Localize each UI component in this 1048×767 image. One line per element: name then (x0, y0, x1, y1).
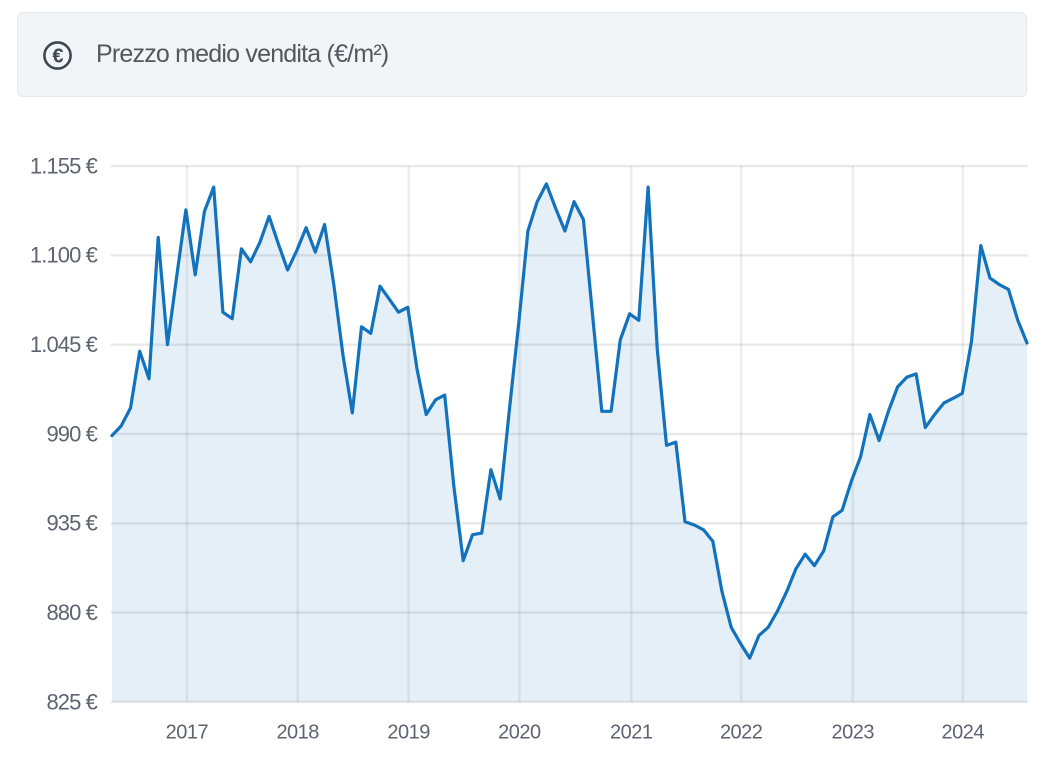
svg-text:2020: 2020 (498, 722, 541, 744)
svg-text:2023: 2023 (832, 722, 875, 744)
svg-text:990 €: 990 € (46, 421, 97, 446)
svg-text:2021: 2021 (610, 722, 653, 744)
svg-text:935 €: 935 € (46, 511, 97, 536)
svg-text:1.100 €: 1.100 € (30, 243, 98, 268)
svg-text:2024: 2024 (942, 722, 985, 744)
svg-text:1.155 €: 1.155 € (30, 153, 98, 178)
svg-text:2019: 2019 (387, 722, 430, 744)
svg-text:825 €: 825 € (46, 689, 97, 714)
svg-text:€: € (52, 45, 63, 67)
svg-text:2018: 2018 (276, 722, 319, 744)
svg-text:880 €: 880 € (46, 600, 97, 625)
svg-text:2017: 2017 (166, 722, 209, 744)
svg-text:1.045 €: 1.045 € (30, 332, 98, 357)
svg-text:2022: 2022 (720, 722, 763, 744)
